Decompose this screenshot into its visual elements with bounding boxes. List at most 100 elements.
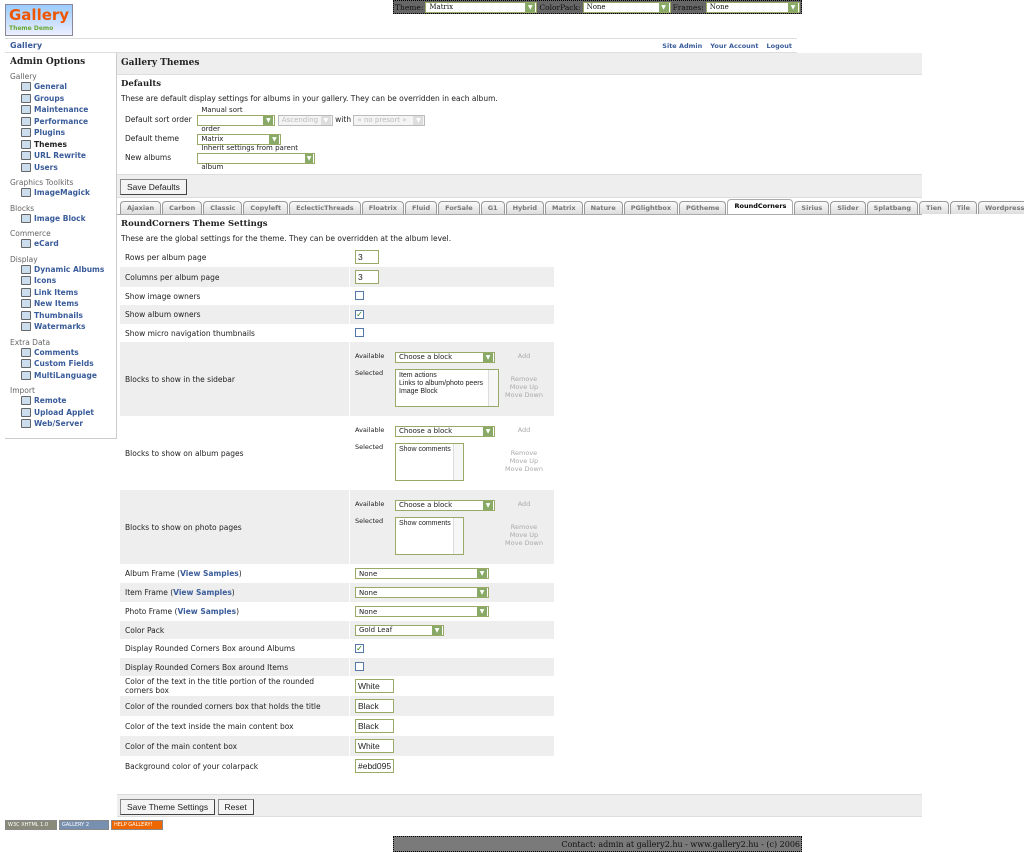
move-up-button[interactable]: Move Up — [509, 456, 539, 465]
save-theme-settings-button[interactable]: Save Theme Settings — [120, 799, 216, 815]
add-block-button[interactable]: Add — [517, 499, 531, 508]
rc-albums-checkbox[interactable]: ✓ — [355, 644, 364, 653]
colorpack-select[interactable]: None ▼ — [582, 1, 671, 13]
sidebar-item-multilanguage[interactable]: MultiLanguage — [10, 370, 111, 382]
selected-blocks-list[interactable]: Show comments — [395, 442, 464, 481]
micro-nav-checkbox[interactable] — [355, 327, 364, 337]
tab-g1[interactable]: G1 — [480, 201, 505, 214]
available-block-select[interactable]: Choose a block ▼ — [395, 425, 495, 437]
available-block-select[interactable]: Choose a block ▼ — [395, 351, 495, 363]
sidebar-item-performance[interactable]: Performance — [10, 116, 111, 128]
selected-block-item[interactable]: Show comments — [399, 445, 451, 453]
tab-roundcorners[interactable]: RoundCorners — [727, 199, 794, 214]
move-down-button[interactable]: Move Down — [505, 538, 543, 547]
view-samples-link[interactable]: View Samples — [180, 569, 239, 578]
tab-hybrid[interactable]: Hybrid — [505, 201, 544, 214]
move-up-button[interactable]: Move Up — [509, 530, 539, 539]
reset-button[interactable]: Reset — [217, 799, 254, 815]
sidebar-item-remote[interactable]: Remote — [10, 395, 111, 407]
tab-eclecticthreads[interactable]: EclecticThreads — [289, 201, 361, 214]
sidebar-item-comments[interactable]: Comments — [10, 347, 111, 359]
color-input[interactable]: Black — [355, 699, 394, 713]
selected-block-item[interactable]: Show comments — [399, 519, 451, 527]
tab-forsale[interactable]: ForSale — [438, 201, 480, 214]
tab-matrix[interactable]: Matrix — [544, 201, 583, 214]
gallery2-badge[interactable]: GALLERY 2 — [59, 820, 109, 830]
sort-order-select[interactable]: Manual sort order ▼ — [197, 106, 276, 133]
colorpack-select[interactable]: Gold Leaf ▼ — [355, 624, 444, 636]
new-albums-select[interactable]: Inherit settings from parent album ▼ — [197, 144, 316, 171]
add-block-button[interactable]: Add — [517, 425, 531, 434]
save-defaults-button[interactable]: Save Defaults — [120, 179, 187, 195]
tab-sirius[interactable]: Sirius — [794, 201, 830, 214]
sidebar-item-link-items[interactable]: Link Items — [10, 287, 111, 299]
tab-wordpressembedded[interactable]: WordpressEmbedded — [978, 201, 1024, 214]
selected-blocks-list[interactable]: Show comments — [395, 516, 464, 555]
frame-select[interactable]: None ▼ — [355, 568, 489, 579]
sidebar-item-upload-applet[interactable]: Upload Applet — [10, 407, 111, 419]
sidebar-item-web-server[interactable]: Web/Server — [10, 418, 111, 430]
frame-select[interactable]: None ▼ — [355, 587, 489, 598]
view-samples-link[interactable]: View Samples — [173, 588, 232, 597]
your-account-link[interactable]: Your Account — [710, 42, 759, 50]
selected-block-item[interactable]: Image Block — [399, 387, 438, 395]
scrollbar[interactable] — [453, 443, 463, 480]
sidebar-item-thumbnails[interactable]: Thumbnails — [10, 310, 111, 322]
view-samples-link[interactable]: View Samples — [177, 607, 237, 616]
tab-fluid[interactable]: Fluid — [404, 201, 438, 214]
sidebar-item-icons[interactable]: Icons — [10, 275, 111, 287]
default-theme-select[interactable]: Matrix ▼ — [197, 133, 282, 145]
sidebar-item-dynamic-albums[interactable]: Dynamic Albums — [10, 264, 111, 276]
color-input[interactable]: White — [355, 679, 394, 693]
cols-input[interactable]: 3 — [355, 270, 379, 284]
scrollbar[interactable] — [488, 369, 498, 406]
sidebar-item-custom-fields[interactable]: Custom Fields — [10, 358, 111, 370]
tab-slider[interactable]: Slider — [830, 201, 866, 214]
color-input[interactable]: #ebd095 — [355, 759, 394, 773]
sidebar-item-general[interactable]: General — [10, 81, 111, 93]
tab-floatrix[interactable]: Floatrix — [361, 201, 404, 214]
frames-select[interactable]: None ▼ — [705, 1, 800, 13]
color-input[interactable]: White — [355, 739, 394, 753]
gallery-logo[interactable]: Gallery Theme Demo — [5, 4, 73, 36]
remove-block-button[interactable]: Remove — [510, 522, 538, 531]
sidebar-item-new-items[interactable]: New Items — [10, 298, 111, 310]
sidebar-item-users[interactable]: Users — [10, 162, 111, 174]
sidebar-item-plugins[interactable]: Plugins — [10, 127, 111, 139]
move-up-button[interactable]: Move Up — [509, 382, 539, 391]
tab-pglightbox[interactable]: PGlightbox — [623, 201, 679, 214]
selected-block-item[interactable]: Links to album/photo peers — [399, 379, 484, 387]
sidebar-item-groups[interactable]: Groups — [10, 93, 111, 105]
add-block-button[interactable]: Add — [517, 351, 531, 360]
sidebar-item-watermarks[interactable]: Watermarks — [10, 321, 111, 333]
logout-link[interactable]: Logout — [766, 42, 792, 50]
remove-block-button[interactable]: Remove — [510, 374, 538, 383]
tab-tile[interactable]: Tile — [949, 201, 978, 214]
site-admin-link[interactable]: Site Admin — [662, 42, 703, 50]
sidebar-item-url-rewrite[interactable]: URL Rewrite — [10, 150, 111, 162]
rows-input[interactable]: 3 — [355, 250, 379, 264]
image-owners-checkbox[interactable] — [355, 290, 364, 300]
sidebar-item-imagemagick[interactable]: ImageMagick — [10, 187, 111, 199]
theme-select[interactable]: Matrix ▼ — [425, 1, 538, 13]
selected-block-item[interactable]: Item actions — [399, 371, 437, 379]
tab-copyleft[interactable]: Copyleft — [243, 201, 289, 214]
presort-select[interactable]: « no presort » ▼ — [353, 114, 426, 126]
album-owners-checkbox[interactable]: ✓ — [355, 310, 364, 319]
scrollbar[interactable] — [453, 517, 463, 554]
color-input[interactable]: Black — [355, 719, 394, 733]
tab-carbon[interactable]: Carbon — [162, 201, 203, 214]
frame-select[interactable]: None ▼ — [355, 606, 489, 617]
sidebar-item-ecard[interactable]: eCard — [10, 238, 111, 250]
move-down-button[interactable]: Move Down — [505, 390, 543, 399]
sidebar-item-maintenance[interactable]: Maintenance — [10, 104, 111, 116]
sidebar-item-themes[interactable]: Themes — [10, 139, 111, 151]
move-down-button[interactable]: Move Down — [505, 464, 543, 473]
remove-block-button[interactable]: Remove — [510, 448, 538, 457]
help-gallery-badge[interactable]: HELP GALLERY! — [111, 820, 163, 830]
rc-items-checkbox[interactable] — [355, 661, 364, 671]
sort-direction-select[interactable]: Ascending ▼ — [277, 114, 333, 126]
sidebar-item-image-block[interactable]: Image Block — [10, 213, 111, 225]
tab-classic[interactable]: Classic — [203, 201, 243, 214]
xhtml-badge[interactable]: W3C XHTML 1.0 — [5, 820, 57, 830]
